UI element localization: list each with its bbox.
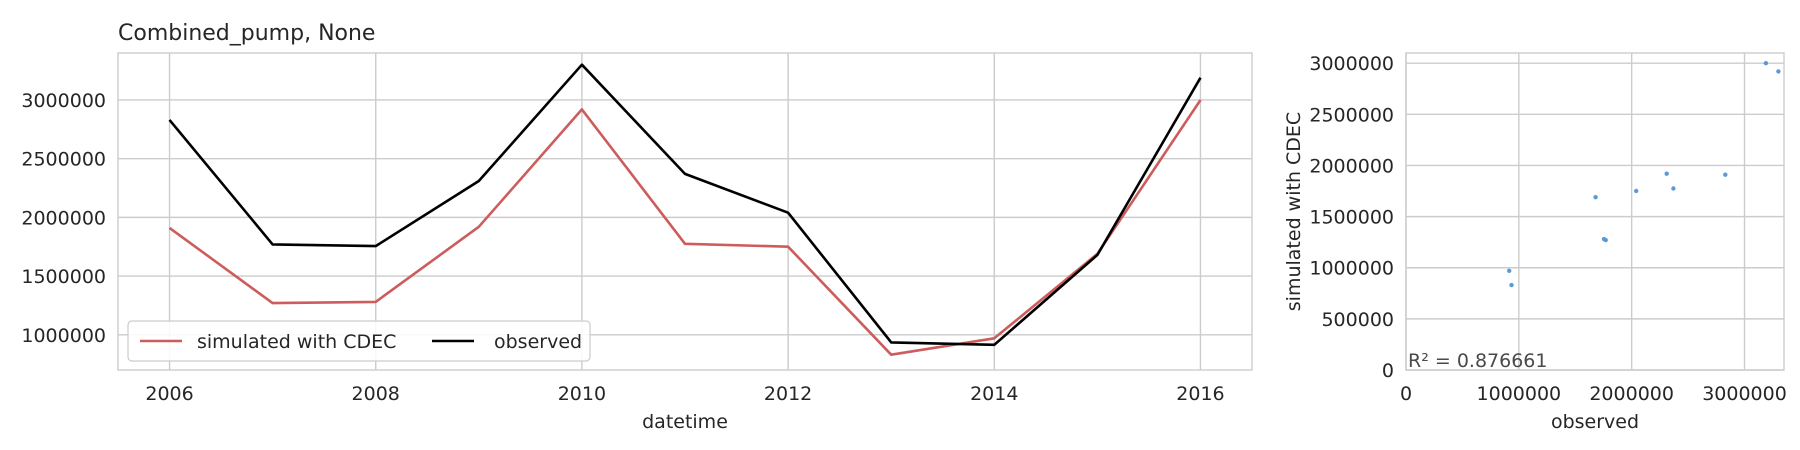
plot-frame [117,52,1253,371]
x-tick-label: 2008 [352,383,400,405]
x-tick-label: 2012 [764,383,812,405]
scatter-point [1509,282,1514,288]
x-tick-label: 2014 [970,383,1018,405]
chart-title: Combined_pump, None [118,21,375,46]
legend: simulated with CDEC observed [127,320,591,362]
legend-label: observed [494,331,582,353]
x-tick-label: 3000000 [1702,383,1787,405]
y-axis-label: simulated with CDEC [1283,112,1305,311]
y-tick-label: 2500000 [1309,104,1394,126]
x-axis-label: datetime [642,411,728,433]
y-tick-label: 2000000 [21,207,106,229]
y-tick-label: 2000000 [1309,155,1394,177]
legend-box [127,320,591,362]
scatter-point [1723,172,1728,177]
y-tick-label: 500000 [1321,309,1394,331]
series-line-simulated [168,99,1202,357]
y-tick-label: 3000000 [1309,53,1394,75]
scatter-point [1507,268,1512,273]
x-tick-label: 2010 [558,383,606,405]
scatter-point [1593,195,1598,200]
y-tick-label: 3000000 [21,90,106,112]
y-tick-label: 1000000 [1309,258,1394,280]
scatter-point [1634,188,1639,194]
scatter-point [1776,69,1781,74]
timeseries-panel: 1000000 1500000 2000000 2500000 3000000 2006 2… [21,21,1253,433]
x-tick-label: 2006 [145,383,193,405]
series-line-observed [168,63,1202,347]
y-tick-label: 1000000 [21,325,106,347]
y-tick-label: 0 [1382,360,1394,382]
y-tick-label: 1500000 [21,266,106,288]
scatter-point [1601,236,1607,242]
scatter-point [1664,171,1669,176]
plot-frame [1405,52,1785,371]
x-tick-label: 2000000 [1589,383,1674,405]
scatter-panel: 0 500000 1000000 1500000 2000000 2500000 30000… [1283,52,1787,433]
x-tick-label: 0 [1400,383,1412,405]
x-tick-label: 2016 [1176,383,1224,405]
y-tick-label: 2500000 [21,149,106,171]
r-squared-annotation: R² = 0.876661 [1408,350,1547,372]
scatter-point [1671,186,1676,191]
x-axis-label: observed [1551,411,1639,433]
x-tick-label: 1000000 [1477,383,1562,405]
y-tick-label: 1500000 [1309,207,1394,229]
scatter-point [1763,61,1769,66]
legend-label: simulated with CDEC [197,331,396,353]
